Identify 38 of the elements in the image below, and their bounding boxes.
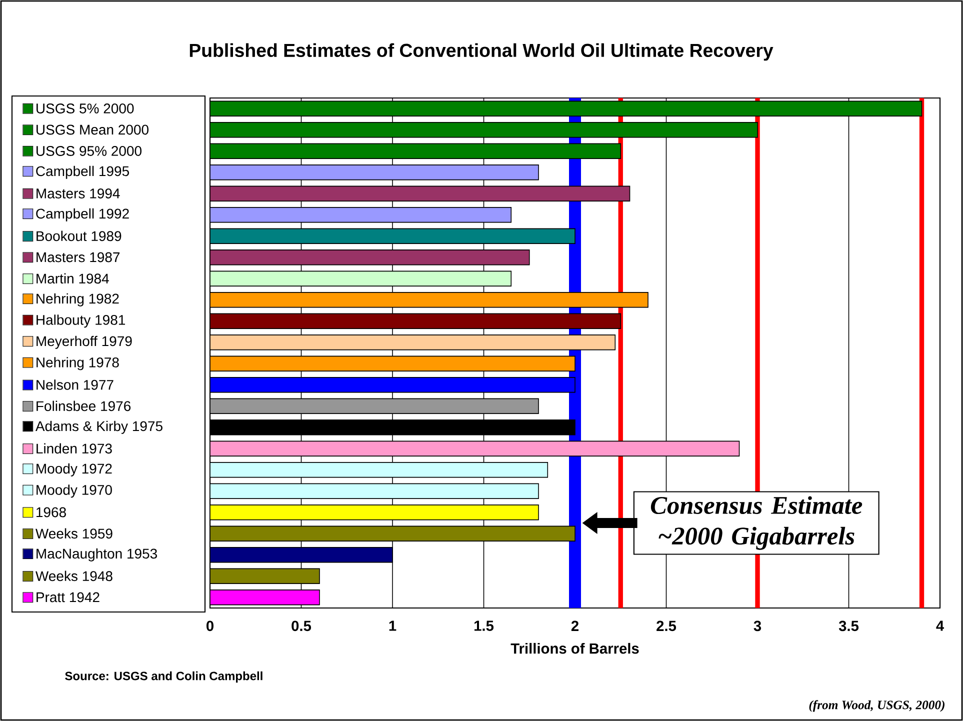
y-tick-label: Nehring 1982 (36, 293, 119, 306)
y-tick-label: Pratt 1942 (36, 592, 100, 602)
y-tick-label: Bookout 1989 (36, 230, 122, 242)
y-tick-label: Halbouty 1981 (36, 314, 126, 328)
x-tick-label: 0.5 (292, 620, 312, 632)
y-tick-label: Weeks 1948 (36, 570, 112, 582)
x-tick-label: 3 (754, 620, 762, 632)
y-tick-label: Nelson 1977 (36, 380, 114, 390)
y-tick-label: Meyerhoff 1979 (36, 336, 132, 349)
x-tick-label: 2.5 (656, 620, 676, 632)
y-tick-label: Nehring 1978 (36, 357, 119, 370)
x-tick-label: 3.5 (838, 620, 859, 632)
x-axis-title: Trillions of Barrels (510, 642, 639, 654)
y-tick-label: USGS Mean 2000 (36, 124, 148, 135)
y-tick-label: Masters 1994 (36, 188, 120, 198)
y-tick-label: Weeks 1959 (36, 528, 112, 539)
x-tick-label: 2 (571, 620, 578, 631)
y-tick-label: USGS 95% 2000 (36, 146, 142, 156)
y-tick-label: Folinsbee 1976 (36, 400, 131, 412)
y-tick-label: Campbell 1992 (36, 208, 129, 222)
y-tick-label: USGS 5% 2000 (36, 104, 134, 114)
x-tick-label: 4 (936, 620, 944, 631)
y-tick-label: Linden 1973 (36, 443, 112, 454)
source-note: Source: USGS and Colin Campbell (65, 671, 262, 683)
x-tick-label: 1.5 (474, 620, 494, 631)
y-tick-label: Adams & Kirby 1975 (35, 420, 162, 434)
y-tick-label: Moody 1972 (36, 463, 112, 476)
y-tick-label: Masters 1987 (36, 252, 120, 262)
chart-title: Published Estimates of Conventional World Oil Ultimate Recovery (190, 43, 774, 61)
annotation: Consensus Estimate ~2000 Gigabarrels (650, 496, 862, 550)
y-tick-label: Campbell 1995 (36, 166, 129, 179)
y-tick-label: 1968 (36, 507, 66, 518)
y-tick-label: MacNaughton 1953 (36, 548, 157, 562)
y-tick-label: Moody 1970 (36, 484, 112, 498)
x-tick-label: 0 (206, 620, 214, 632)
y-tick-label: Martin 1984 (36, 273, 109, 284)
x-tick-label: 1 (389, 620, 396, 631)
text: (from Wood, USGS, 2000) (809, 700, 944, 712)
